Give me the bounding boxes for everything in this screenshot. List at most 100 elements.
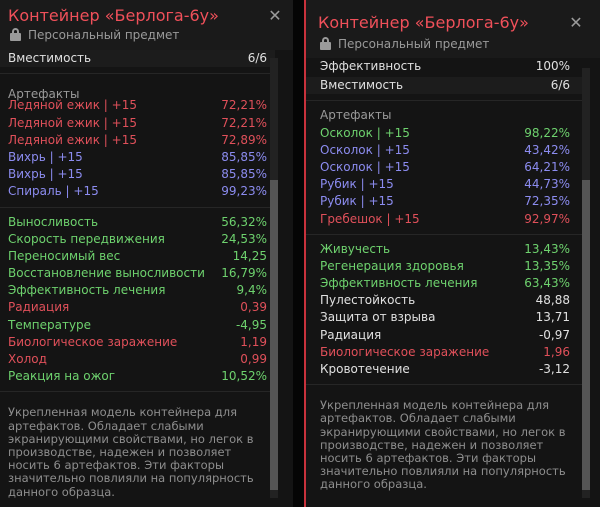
stat-row: Восстановление выносливости 16,79%: [0, 265, 275, 282]
stat-row-label: Выносливость: [8, 214, 99, 229]
tooltip-header: Контейнер «Берлога-6у» Персональный пред…: [0, 0, 293, 50]
artifact-row: Рубик | +15 72,35%: [306, 193, 582, 210]
artifact-row: Рубик | +15 44,73%: [306, 176, 582, 193]
stat-row-label: Восстановление выносливости: [8, 266, 205, 281]
stat-row-value: 56,32%: [221, 214, 267, 229]
stat-row-value: 13,43%: [524, 241, 570, 256]
divider: [0, 73, 275, 75]
stat-row-capacity: Вместимость 6/6: [306, 77, 582, 95]
stat-row-label: Живучесть: [320, 241, 391, 256]
artifact-row-label: Ледяной ежик | +15: [8, 98, 137, 113]
artifact-row-label: Осколок | +15: [320, 125, 410, 140]
stat-row-label: Скорость передвижения: [8, 231, 165, 246]
stat-row-label: Кровотечение: [320, 362, 410, 376]
scrollbar[interactable]: [582, 68, 590, 498]
artifact-row: Вихрь | +15 85,85%: [0, 149, 275, 166]
divider: [306, 100, 582, 102]
stat-label: Вместимость: [320, 78, 404, 93]
artifact-row: Осколок | +15 64,21%: [306, 159, 582, 176]
stat-row-value: 14,25: [232, 248, 267, 263]
artifact-row-value: 72,21%: [221, 98, 267, 113]
close-icon[interactable]: ✕: [569, 13, 583, 32]
artifact-row-label: Спираль | +15: [8, 184, 99, 199]
stat-row: Переносимый вес 14,25: [0, 248, 275, 265]
scrollbar[interactable]: [270, 58, 278, 498]
stat-row-label: Эффективность лечения: [8, 283, 166, 298]
artifact-row: Ледяной ежик | +15 72,21%: [0, 115, 275, 132]
stat-value: 100%: [535, 59, 570, 73]
stat-row: Скорость передвижения 24,53%: [0, 231, 275, 248]
stat-row: Биологическое заражение 1,19: [0, 334, 275, 351]
stat-row-capacity: Вместимость 6/6: [0, 50, 275, 68]
stat-row-value: 13,35%: [524, 258, 570, 273]
stat-row-label: Биологическое заражение: [320, 344, 490, 359]
lock-icon: [10, 28, 21, 41]
stat-row: Холод 0,99: [0, 351, 275, 368]
artifact-row: Ледяной ежик | +15 72,89%: [0, 132, 275, 149]
artifacts-heading: Артефакты: [306, 107, 582, 124]
artifact-row: Осколок | +15 98,22%: [306, 125, 582, 142]
stat-row-label: Переносимый вес: [8, 248, 121, 263]
stat-row-label: Эффективность лечения: [320, 276, 478, 291]
divider: [306, 233, 582, 235]
stat-row-value: 9,4%: [236, 283, 268, 298]
artifact-row-label: Гребешок | +15: [320, 211, 420, 226]
stat-row: Защита от взрыва 13,71: [306, 309, 582, 326]
stat-value: 6/6: [247, 51, 267, 65]
section-label: Артефакты: [320, 108, 392, 123]
item-description: Укрепленная модель контейнера для артефа…: [320, 398, 566, 492]
stat-row-label: Холод: [8, 352, 47, 366]
scrollbar-thumb[interactable]: [582, 180, 590, 490]
tooltip-header: Контейнер «Берлога-6у» Персональный пред…: [306, 0, 600, 58]
stat-row-label: Защита от взрыва: [320, 310, 436, 325]
divider: [306, 384, 582, 386]
stat-row: Биологическое заражение 1,96: [306, 344, 582, 361]
tooltip-content[interactable]: Вместимость 6/6 Артефакты Ледяной ежик |…: [0, 50, 275, 507]
artifact-row-label: Рубик | +15: [320, 194, 394, 209]
stat-row-value: -4,95: [235, 317, 267, 332]
stat-row-value: 0,99: [240, 352, 267, 366]
artifact-row: Осколок | +15 43,42%: [306, 142, 582, 159]
item-title: Контейнер «Берлога-6у»: [8, 6, 219, 25]
lock-icon: [320, 37, 331, 50]
artifact-row-value: 44,73%: [524, 177, 570, 192]
stat-row: Эффективность лечения 9,4%: [0, 282, 275, 299]
stat-row: Регенерация здоровья 13,35%: [306, 258, 582, 275]
artifact-row-value: 85,85%: [221, 167, 267, 182]
artifact-row-value: 98,22%: [524, 125, 570, 140]
stat-row-label: Температуре: [8, 317, 92, 332]
artifact-row-value: 72,21%: [221, 115, 267, 130]
stat-row-value: 1,19: [240, 334, 267, 349]
stat-row-value: 48,88: [535, 293, 570, 308]
tooltip-content[interactable]: Эффективность 100% Вместимость 6/6 Артеф…: [306, 58, 582, 507]
stats-list: Живучесть 13,43% Регенерация здоровья 13,35…: [306, 241, 582, 379]
artifact-row-value: 99,23%: [221, 184, 267, 199]
section-label: Артефакты: [8, 87, 80, 102]
artifacts-list: Ледяной ежик | +15 72,21% Ледяной ежик | +…: [0, 97, 275, 200]
artifact-row-label: Рубик | +15: [320, 177, 394, 192]
item-tooltip-left: Контейнер «Берлога-6у» Персональный пред…: [0, 0, 293, 507]
artifact-row: Спираль | +15 99,23%: [0, 183, 275, 200]
stat-label: Вместимость: [8, 51, 92, 65]
artifact-row-value: 64,21%: [524, 159, 570, 174]
item-tooltip-right: Контейнер «Берлога-6у» Персональный пред…: [304, 0, 600, 507]
artifact-row: Вихрь | +15 85,85%: [0, 166, 275, 183]
stat-value: 6/6: [550, 78, 570, 93]
stat-row-value: 63,43%: [524, 276, 570, 291]
artifact-row-value: 72,35%: [524, 194, 570, 209]
panel-gap: [293, 0, 304, 507]
stat-row: Пулестойкость 48,88: [306, 292, 582, 309]
close-icon[interactable]: ✕: [268, 6, 282, 25]
artifact-row: Гребешок | +15 92,97%: [306, 211, 582, 228]
stat-row: Радиация -0,97: [306, 327, 582, 344]
artifact-row-label: Осколок | +15: [320, 142, 410, 157]
artifact-row-label: Ледяной ежик | +15: [8, 115, 137, 130]
stat-row-value: -0,97: [538, 327, 570, 342]
stat-row-value: 1,96: [543, 344, 570, 359]
artifact-row-label: Ледяной ежик | +15: [8, 132, 137, 147]
stat-row: Выносливость 56,32%: [0, 214, 275, 231]
scrollbar-thumb[interactable]: [270, 180, 278, 490]
stat-row-label: Радиация: [8, 300, 70, 315]
stat-row: Кровотечение -3,12: [306, 361, 582, 378]
stat-row-label: Биологическое заражение: [8, 334, 178, 349]
